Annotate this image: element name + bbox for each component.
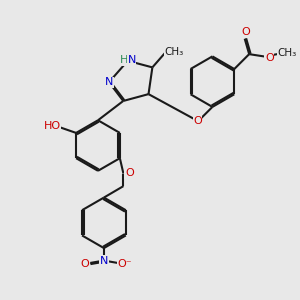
Text: N: N xyxy=(100,256,108,266)
Text: O: O xyxy=(265,53,274,63)
Text: O: O xyxy=(193,116,202,126)
Text: CH₃: CH₃ xyxy=(164,46,183,57)
Text: O: O xyxy=(80,259,89,269)
Text: O: O xyxy=(125,168,134,178)
Text: N: N xyxy=(105,77,113,87)
Text: H: H xyxy=(120,55,128,65)
Text: O⁻: O⁻ xyxy=(118,259,132,269)
Text: O: O xyxy=(241,27,250,37)
Text: CH₃: CH₃ xyxy=(277,48,296,58)
Text: N: N xyxy=(128,55,136,65)
Text: HO: HO xyxy=(44,122,61,131)
